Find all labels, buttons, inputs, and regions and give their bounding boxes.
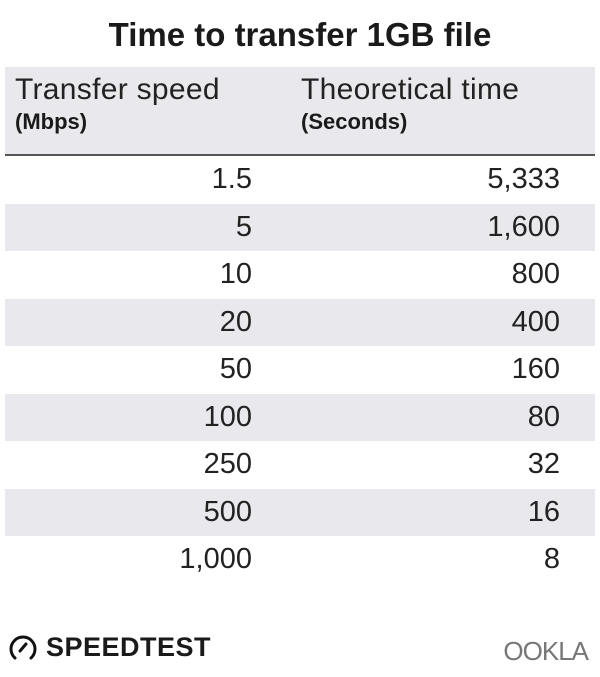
- time-cell: 16: [527, 495, 560, 528]
- header-label: Transfer speed: [15, 73, 220, 106]
- table-row: 10 800: [5, 251, 595, 299]
- table-row: 100 80: [5, 393, 595, 441]
- speed-cell: 5: [235, 210, 252, 243]
- speed-cell: 100: [203, 400, 252, 433]
- speed-cell: 50: [219, 353, 252, 385]
- table-header: Transfer speed (Mbps) Theoretical time (…: [5, 67, 595, 156]
- table-row: 50 160: [5, 346, 595, 394]
- brand-name: SPEEDTEST: [46, 632, 212, 662]
- time-cell: 8: [543, 543, 560, 575]
- table-row: 1,000 8: [5, 536, 595, 584]
- speed-cell: 500: [203, 495, 252, 528]
- time-cell: 800: [511, 258, 560, 290]
- time-cell: 1,600: [487, 210, 560, 243]
- time-cell: 32: [527, 448, 560, 480]
- speed-cell: 20: [219, 305, 252, 338]
- chart-title: Time to transfer 1GB file: [108, 16, 492, 53]
- time-cell: 5,333: [487, 163, 560, 195]
- ookla-logo: OOKLA: [503, 636, 589, 666]
- time-cell: 400: [511, 305, 560, 338]
- time-cell: 80: [527, 400, 560, 433]
- header-theoretical-time: Theoretical time (Seconds): [301, 73, 519, 135]
- table-row: 20 400: [5, 298, 595, 346]
- header-transfer-speed: Transfer speed (Mbps): [15, 73, 220, 135]
- table-row: 5 1,600: [5, 203, 595, 251]
- table-row: 250 32: [5, 441, 595, 489]
- speed-cell: 10: [219, 258, 252, 290]
- speed-cell: 1.5: [211, 163, 252, 195]
- table-row: 1.5 5,333: [5, 156, 595, 204]
- gauge-icon: [9, 635, 37, 659]
- table-row: 500 16: [5, 488, 595, 536]
- speedtest-logo: SPEEDTEST: [8, 632, 211, 663]
- header-unit: (Seconds): [301, 109, 408, 134]
- speed-cell: 1,000: [179, 543, 252, 575]
- speed-cell: 250: [203, 448, 252, 480]
- table-body: 1.5 5,333 5 1,600 10 800 20 400 50 160 100 80 250 32 5…: [5, 156, 595, 584]
- header-unit: (Mbps): [15, 109, 88, 134]
- data-table: Transfer speed (Mbps) Theoretical time (…: [5, 67, 595, 584]
- time-cell: 160: [511, 353, 560, 385]
- header-label: Theoretical time: [301, 73, 520, 106]
